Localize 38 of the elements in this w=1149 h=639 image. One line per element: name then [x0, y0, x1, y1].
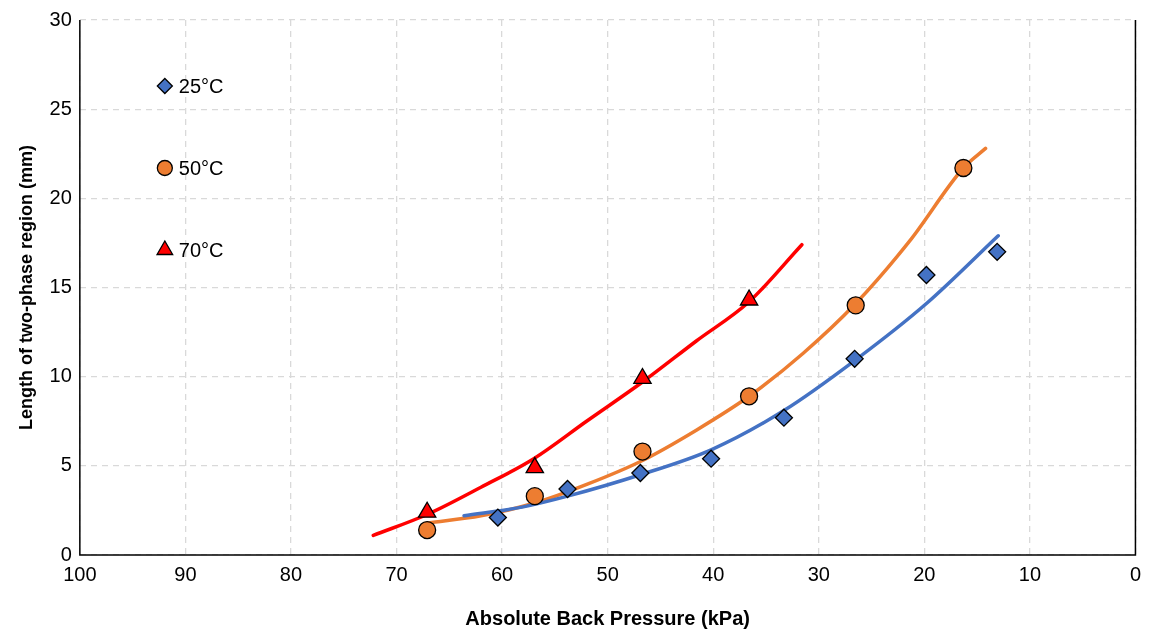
x-axis-title: Absolute Back Pressure (kPa): [465, 606, 750, 629]
x-tick-label: 70: [385, 562, 408, 585]
y-tick-label: 25: [49, 96, 72, 119]
point: [417, 520, 437, 540]
point: [954, 158, 973, 178]
y-tick-label: 5: [60, 453, 72, 476]
point: [846, 296, 865, 315]
y-axis-title: Length of two-phase region (mm): [15, 145, 36, 430]
point: [633, 442, 652, 461]
point: [739, 387, 759, 406]
y-tick-label: 20: [49, 185, 72, 208]
x-tick-label: 30: [807, 562, 830, 585]
x-tick-label: 0: [1129, 562, 1141, 585]
x-tick-label: 100: [63, 562, 97, 585]
x-tick-label: 40: [702, 562, 725, 585]
legend-label: 70°C: [178, 238, 224, 261]
x-tick-label: 10: [1018, 562, 1041, 585]
point: [558, 479, 577, 499]
line-series: [371, 242, 804, 538]
point: [845, 349, 864, 368]
x-tick-label: 80: [279, 562, 303, 585]
y-tick-label: 0: [60, 542, 72, 565]
point: [631, 463, 650, 483]
x-tick-label: 20: [913, 562, 936, 585]
y-tick-label: 15: [49, 275, 72, 298]
x-tick-label: 50: [596, 562, 619, 585]
legend-label: 25°C: [178, 74, 224, 97]
point: [917, 265, 936, 285]
point: [988, 242, 1007, 261]
x-tick-label: 90: [174, 562, 197, 585]
point: [701, 449, 721, 468]
legend-label: 50°C: [178, 156, 224, 179]
x-tick-label: 60: [490, 562, 514, 585]
point: [488, 508, 508, 527]
y-tick-label: 30: [49, 7, 72, 30]
point: [774, 408, 794, 427]
point: [525, 487, 544, 506]
y-tick-label: 10: [49, 364, 72, 387]
